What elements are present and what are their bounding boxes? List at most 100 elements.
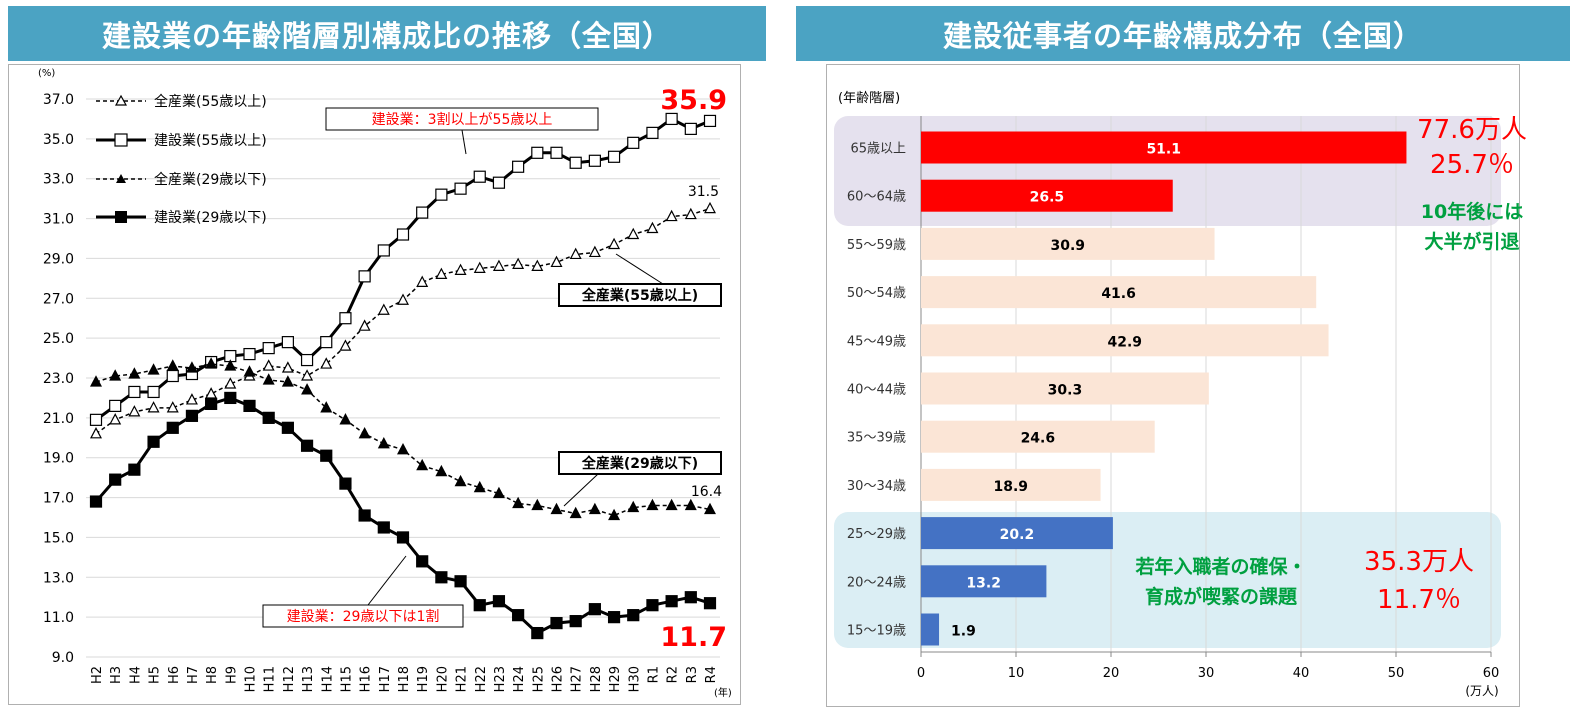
bar-value-label: 51.1 (1146, 142, 1181, 158)
data-point (109, 473, 122, 486)
data-point (531, 498, 544, 511)
x-tick-label: 60 (1483, 666, 1500, 681)
data-point (454, 182, 467, 195)
x-tick-label: H21 (455, 666, 470, 692)
data-point (588, 154, 601, 167)
data-point (128, 405, 141, 417)
series-1 (89, 112, 717, 426)
x-tick-label: 20 (1103, 666, 1120, 681)
end-label-const-29: 11.7 (660, 622, 727, 653)
x-tick-label: H11 (263, 666, 278, 692)
data-point (300, 439, 314, 452)
young-note-line2: 育成が喫緊の課題 (1145, 585, 1298, 608)
data-point (320, 401, 333, 413)
y-tick-label: 25～29歳 (847, 527, 906, 542)
data-point (301, 369, 314, 381)
bar (921, 372, 1209, 405)
data-point (416, 458, 429, 471)
series-3 (89, 391, 717, 640)
data-point (358, 319, 371, 331)
data-point (703, 597, 717, 610)
data-point (684, 591, 697, 604)
data-point (377, 436, 390, 449)
data-point (339, 413, 352, 425)
data-point (646, 599, 659, 612)
data-point (109, 413, 122, 425)
data-point (684, 498, 697, 511)
callout-all-29: 全産業(29歳以下) (558, 451, 722, 507)
bar (921, 324, 1329, 357)
data-point (300, 353, 314, 367)
x-tick-label: H2 (90, 666, 105, 684)
data-point (205, 357, 218, 369)
legend-item-all-29: 全産業(29歳以下) (96, 171, 267, 188)
y-tick-label: 15～19歳 (847, 624, 906, 639)
legend-item-const-55: 建設業(55歳以上) (96, 133, 267, 149)
callout-text: 全産業(55歳以上) (581, 287, 698, 304)
data-point (416, 555, 429, 568)
data-point (550, 146, 563, 159)
callout-const-29: 建設業：29歳以下は1割 (262, 555, 464, 628)
data-point (550, 502, 563, 515)
senior-note-line1: 10年後には (1421, 200, 1523, 223)
bar-value-label: 26.5 (1030, 190, 1065, 206)
y-unit-label: (%) (38, 68, 55, 79)
y-tick-label: 55～59歳 (847, 238, 906, 253)
bar-value-label: 13.2 (966, 575, 1001, 591)
x-tick-label: H26 (551, 666, 566, 692)
data-point (416, 206, 429, 219)
x-tick-label: H7 (186, 666, 201, 684)
data-point (588, 245, 601, 258)
data-point (492, 486, 505, 499)
data-point (569, 156, 582, 169)
data-point (454, 575, 467, 588)
x-tick-label: H30 (627, 666, 642, 692)
y-tick-label: 25.0 (43, 331, 74, 347)
data-point (665, 209, 678, 222)
data-point (147, 435, 160, 448)
data-point (128, 463, 141, 476)
data-point (262, 342, 275, 355)
legend-label: 全産業(55歳以上) (154, 93, 267, 110)
x-tick-label: H17 (378, 666, 393, 692)
y-tick-label: 13.0 (43, 570, 74, 586)
x-tick-label: H23 (493, 666, 508, 692)
data-point (90, 427, 102, 439)
x-tick-label: H14 (320, 666, 335, 692)
data-point (358, 270, 371, 283)
data-point (262, 373, 275, 385)
data-point (89, 413, 103, 426)
bar (921, 613, 940, 646)
x-tick-label: H28 (589, 666, 604, 692)
young-note-line1: 若年入職者の確保・ (1135, 555, 1306, 578)
y-tick-label: 21.0 (43, 411, 74, 427)
young-percent-annotation: 11.7％ (1377, 585, 1461, 615)
data-point (435, 571, 448, 584)
y-tick-label: 11.0 (43, 610, 74, 626)
right-chart-title: 建設従事者の年齢構成分布（全国） (796, 6, 1570, 61)
data-point (166, 421, 179, 434)
x-tick-label: H15 (339, 666, 354, 692)
bar-value-label: 41.6 (1101, 286, 1136, 302)
callout-all-55: 全産業(55歳以上) (558, 253, 722, 307)
y-tick-label: 9.0 (52, 650, 74, 666)
x-tick-label: 30 (1198, 666, 1215, 681)
x-tick-label: R4 (704, 666, 719, 683)
data-point (243, 399, 256, 412)
x-tick-label: H24 (512, 666, 527, 692)
data-point (627, 136, 640, 149)
series-2 (90, 357, 716, 521)
x-tick-label: 40 (1293, 666, 1310, 681)
data-point (646, 221, 659, 234)
x-tick-label: 0 (917, 666, 925, 681)
data-point (607, 150, 621, 163)
x-tick-label: H25 (531, 666, 546, 692)
bar-value-label: 18.9 (994, 479, 1029, 495)
data-point (492, 595, 506, 608)
y-tick-label: 50～54歳 (847, 286, 906, 301)
data-point (704, 502, 716, 515)
data-point (607, 611, 621, 624)
data-point (512, 496, 525, 509)
data-point (147, 401, 160, 413)
bar-value-label: 30.9 (1051, 238, 1086, 254)
